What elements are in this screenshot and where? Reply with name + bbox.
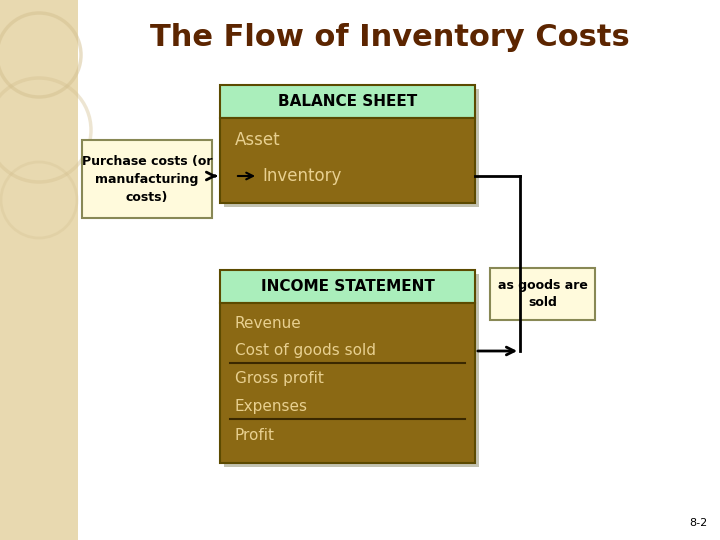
Text: Revenue: Revenue (235, 315, 302, 330)
Text: as goods are
sold: as goods are sold (498, 279, 588, 309)
Text: 8-2: 8-2 (690, 518, 708, 528)
Text: BALANCE SHEET: BALANCE SHEET (278, 94, 417, 109)
Text: Gross profit: Gross profit (235, 372, 324, 387)
Bar (220, 85, 475, 118)
Bar (220, 270, 475, 303)
Text: Asset: Asset (235, 131, 281, 149)
Text: Inventory: Inventory (262, 167, 341, 185)
Text: INCOME STATEMENT: INCOME STATEMENT (261, 279, 434, 294)
Bar (82, 140, 212, 218)
Bar (490, 268, 595, 320)
Text: The Flow of Inventory Costs: The Flow of Inventory Costs (150, 24, 630, 52)
Text: Profit: Profit (235, 428, 275, 442)
Bar (224, 274, 479, 467)
Bar (220, 118, 475, 203)
Text: Expenses: Expenses (235, 400, 308, 415)
Text: Purchase costs (or
manufacturing
costs): Purchase costs (or manufacturing costs) (82, 154, 212, 204)
Bar (0, 0, 78, 540)
Bar (220, 303, 475, 463)
Bar (224, 89, 479, 207)
Text: Cost of goods sold: Cost of goods sold (235, 343, 376, 359)
